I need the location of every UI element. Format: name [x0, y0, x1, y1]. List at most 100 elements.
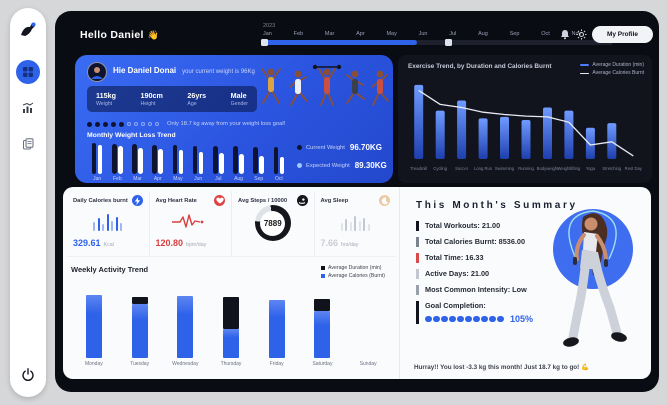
user-stat: 26yrs Age: [187, 91, 206, 107]
exercise-chart-plot: Treadmill Cycling Soccer Long Run Swimming Ru…: [404, 77, 646, 179]
my-profile-button[interactable]: My Profile: [592, 26, 653, 43]
sidebar-item-analytics[interactable]: [16, 96, 40, 120]
summary-item-label: Goal Completion:: [425, 301, 486, 310]
bar-expected-weight: [178, 150, 184, 174]
weight-legend: Current Weight 96.70KG Expected Weight 8…: [297, 143, 387, 179]
bar-current-weight: [273, 147, 279, 174]
svg-text:Weightlifting: Weightlifting: [558, 166, 581, 171]
goal-dot: [433, 315, 440, 323]
exercise-chart-legend: Average Duration (min) Average Calories B…: [580, 62, 644, 78]
day-tick-label: Friday: [269, 361, 284, 367]
bar-expected-weight: [158, 148, 163, 174]
slider-handle-end[interactable]: [445, 39, 452, 46]
user-stat-value: 26yrs: [187, 91, 207, 100]
user-stat: 115kg Weight: [96, 91, 116, 107]
stat-card-visual: [73, 206, 143, 238]
svg-text:Yoga: Yoga: [586, 166, 596, 171]
monthly-bar-group: Aug: [228, 142, 248, 182]
day-tick-label: Monday: [84, 361, 103, 367]
goal-dot: [441, 315, 448, 323]
slider-handle-start[interactable]: [261, 39, 268, 46]
monthly-weight-chart: Jan Feb Mar Apr May Jun Jul Aug Sep Oct: [87, 142, 289, 182]
steps-icon: [296, 195, 308, 206]
notifications-button[interactable]: [560, 29, 570, 40]
stat-card-title: Avg Steps / 10000: [238, 197, 288, 204]
sparkline-bars: [93, 213, 123, 231]
spark-bar: [97, 218, 100, 231]
summary-message: Hurray!! You lost -3.3 kg this month! Ju…: [414, 364, 589, 371]
user-stat-label: Weight: [96, 101, 113, 107]
bar-current-weight: [132, 144, 137, 174]
calories-segment: [223, 329, 240, 358]
month-tick-label: Mar: [133, 176, 142, 182]
monthly-bar-group: Sep: [249, 142, 269, 182]
legend-entry: Average Duration (min): [580, 62, 644, 68]
legend-label: Average Calories (Burnt): [328, 273, 385, 279]
summary-item-value: 8536.00: [498, 237, 526, 246]
stat-card-daily-calories-burnt: Daily Calories burnt 329.61 Kcal: [67, 191, 150, 256]
month-tick-label: Oct: [275, 176, 283, 182]
sidebar-item-reports[interactable]: [16, 132, 40, 156]
calories-segment: [268, 300, 285, 358]
heart-icon: [214, 195, 225, 206]
day-tick-label: Thursday: [220, 361, 242, 367]
bar-current-weight: [192, 145, 198, 174]
summary-item-label: Total Calories Burnt:: [425, 237, 499, 246]
slider-month-tick: Mar: [324, 31, 335, 37]
slider-month-tick: Oct: [541, 31, 550, 37]
legend-expected-weight: Expected Weight 89.30KG: [297, 161, 387, 170]
goal-dot: [148, 122, 152, 126]
goal-dot: [425, 315, 432, 323]
weekly-bar-slot: Tuesday: [117, 281, 163, 369]
stat-card-visual: [156, 206, 226, 238]
logout-button[interactable]: [20, 367, 36, 383]
goal-completion-percent: 105%: [510, 314, 534, 324]
legend-label: Average Duration (min): [592, 62, 644, 68]
goal-dot: [87, 121, 92, 127]
stat-card-title: Avg Sleep: [320, 197, 349, 204]
monthly-bar-group: Mar: [127, 142, 147, 182]
summary-item: Total Time: 16.33: [416, 253, 581, 263]
goal-progress-dots: Only 18.7 kg away from your weight loss …: [87, 121, 285, 127]
legend-current-weight: Current Weight 96.70KG: [297, 143, 387, 152]
calories-segment: [85, 294, 102, 358]
settings-button[interactable]: [576, 29, 587, 40]
user-name: Hie Daniel Donai: [113, 66, 177, 75]
legend-entry: Average Calories Burnt: [580, 70, 644, 76]
sidebar-item-dashboard[interactable]: [16, 60, 40, 84]
user-stats-bar: 115kg Weight 190cm Height 26yrs Age Male Gender: [87, 86, 257, 112]
duration-segment: [131, 296, 148, 304]
stat-card-value: 7.66: [320, 238, 339, 248]
summary-panel: This Month's Summary Total Workouts: 21.…: [400, 187, 651, 379]
calories-segment: [131, 304, 148, 358]
spark-bar: [93, 222, 96, 231]
month-tick-label: Sep: [254, 176, 264, 182]
avatar[interactable]: [87, 62, 107, 82]
spark-bar: [345, 219, 348, 231]
pages-icon: [21, 137, 35, 151]
monthly-bar-group: Jun: [188, 142, 208, 182]
slider-fill: [263, 40, 417, 45]
stat-card-title: Daily Calories burnt: [73, 197, 128, 204]
spark-bar: [349, 222, 352, 231]
spark-bar: [102, 224, 105, 231]
month-tick-label: Aug: [234, 176, 243, 182]
bar-expected-weight: [279, 156, 285, 174]
weekly-bar-slot: Thursday: [208, 281, 254, 369]
summary-items: Total Workouts: 21.00 Total Calories Burn…: [416, 221, 581, 330]
month-tick-label: Feb: [112, 176, 122, 182]
bar-expected-weight: [219, 152, 224, 174]
day-tick-label: Sunday: [359, 361, 377, 367]
bar-swatch-icon: [580, 64, 590, 66]
grid-icon: [22, 66, 34, 78]
goal-dot: [127, 122, 131, 126]
exercise-chart-title: Exercise Trend, by Duration and Calories…: [408, 63, 552, 70]
slider-month-tick: May: [386, 31, 397, 37]
monthly-bar-group: Oct: [269, 142, 289, 182]
user-stat-value: 115kg: [96, 91, 116, 100]
slider-track[interactable]: [261, 39, 613, 46]
stat-card-visual: 7889: [238, 205, 308, 241]
slider-month-tick: Aug: [478, 31, 488, 37]
legend-entry: Average Calories (Burnt): [321, 273, 385, 279]
spark-bar: [363, 218, 366, 231]
